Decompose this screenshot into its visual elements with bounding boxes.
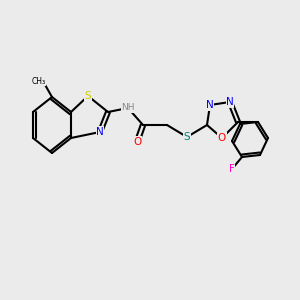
Text: NH: NH — [121, 103, 135, 112]
Text: O: O — [218, 133, 226, 143]
Text: O: O — [133, 137, 141, 147]
Text: S: S — [85, 91, 91, 101]
Text: N: N — [226, 97, 234, 107]
Text: CH₃: CH₃ — [32, 76, 46, 85]
Text: S: S — [184, 132, 190, 142]
Text: N: N — [206, 100, 214, 110]
Text: F: F — [229, 164, 235, 174]
Text: N: N — [96, 127, 104, 137]
